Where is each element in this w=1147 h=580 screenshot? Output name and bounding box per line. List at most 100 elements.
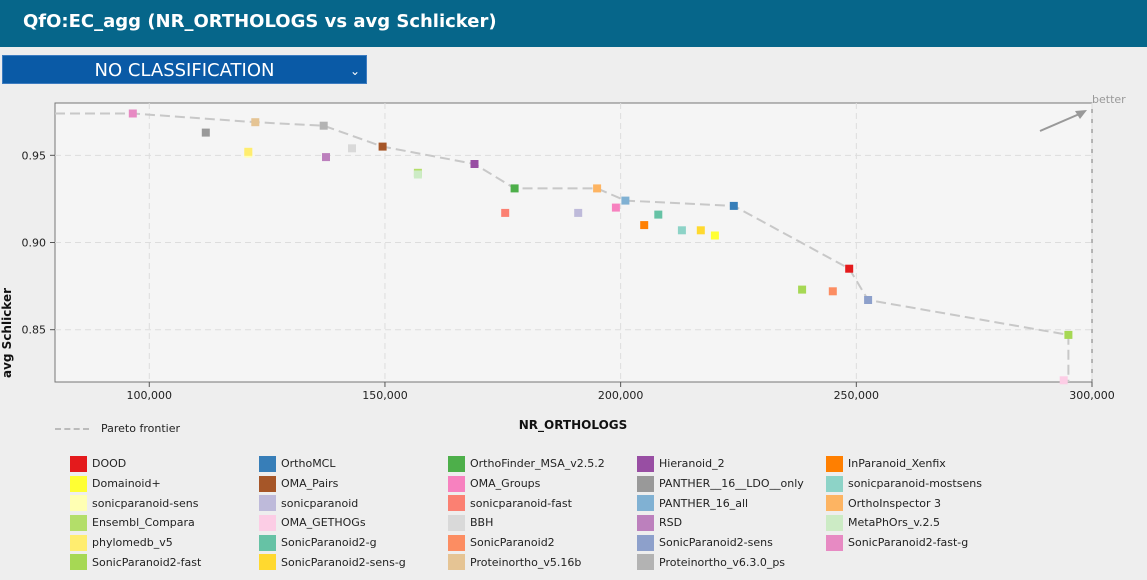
y-axis-title: avg Schlicker: [0, 288, 14, 378]
data-point[interactable]: [621, 196, 630, 205]
x-tick-label: 250,000: [834, 389, 880, 402]
legend-item[interactable]: RSD: [637, 513, 826, 533]
legend-item[interactable]: BBH: [448, 513, 637, 533]
legend-item[interactable]: sonicparanoid-fast: [448, 493, 637, 513]
legend-swatch: [259, 475, 276, 492]
legend-item[interactable]: sonicparanoid: [259, 493, 448, 513]
classification-dropdown[interactable]: NO CLASSIFICATION ⌄: [2, 55, 367, 84]
legend-swatch: [637, 534, 654, 551]
legend-item[interactable]: OrthoFinder_MSA_v2.5.2: [448, 454, 637, 474]
legend-swatch: [70, 534, 87, 551]
data-point[interactable]: [828, 287, 837, 296]
x-tick-label: 100,000: [127, 389, 173, 402]
legend-item[interactable]: DOOD: [70, 454, 259, 474]
data-point[interactable]: [574, 208, 583, 217]
legend-item[interactable]: sonicparanoid-sens: [70, 493, 259, 513]
legend-item[interactable]: OrthoInspector 3: [826, 493, 1015, 513]
legend-label: PANTHER_16_all: [659, 496, 749, 510]
legend-item[interactable]: SonicParanoid2-fast-g: [826, 533, 1015, 553]
data-point[interactable]: [864, 296, 873, 304]
data-point[interactable]: [322, 153, 330, 162]
data-point[interactable]: [348, 144, 356, 153]
legend-item[interactable]: OrthoMCL: [259, 454, 448, 474]
legend-item[interactable]: SonicParanoid2-fast: [70, 552, 259, 572]
legend-swatch: [259, 455, 276, 472]
legend-item[interactable]: MetaPhOrs_v.2.5: [826, 513, 1015, 533]
legend-item[interactable]: SonicParanoid2-sens: [637, 533, 826, 553]
pareto-legend-label: Pareto frontier: [101, 422, 180, 435]
legend-item[interactable]: Domainoid+: [70, 474, 259, 494]
legend-label: SonicParanoid2-fast-g: [848, 536, 969, 550]
legend-label: PANTHER__16__LDO__only: [659, 477, 804, 491]
better-label: better: [1092, 93, 1126, 106]
legend-label: OMA_Groups: [470, 477, 541, 491]
data-point[interactable]: [611, 203, 620, 212]
legend-item[interactable]: InParanoid_Xenfix: [826, 454, 1015, 474]
legend-label: sonicparanoid-sens: [92, 496, 199, 510]
legend-item[interactable]: Proteinortho_v5.16b: [448, 552, 637, 572]
page-title: QfO:EC_agg (NR_ORTHOLOGS vs avg Schlicke…: [0, 0, 1147, 47]
legend-label: DOOD: [92, 457, 127, 471]
data-point[interactable]: [710, 231, 719, 240]
legend-label: MetaPhOrs_v.2.5: [848, 516, 940, 530]
legend-item[interactable]: sonicparanoid-mostsens: [826, 474, 1015, 494]
data-point[interactable]: [378, 142, 387, 151]
data-point[interactable]: [244, 147, 253, 156]
legend-swatch: [70, 514, 87, 531]
legend-item[interactable]: PANTHER_16_all: [637, 493, 826, 513]
legend-item[interactable]: Proteinortho_v6.3.0_ps: [637, 552, 826, 572]
data-point[interactable]: [1064, 330, 1073, 339]
legend-swatch: [637, 514, 654, 531]
legend-label: SonicParanoid2: [470, 536, 555, 550]
y-tick-label: 0.90: [22, 237, 47, 250]
legend-swatch: [826, 455, 843, 472]
legend-swatch: [448, 514, 465, 531]
data-point[interactable]: [1059, 376, 1068, 385]
legend-swatch: [826, 475, 843, 492]
legend-swatch: [70, 495, 87, 512]
legend-item[interactable]: phylomedb_v5: [70, 533, 259, 553]
legend-swatch: [448, 534, 465, 551]
data-point[interactable]: [593, 184, 602, 193]
pareto-legend-dash: [55, 427, 89, 430]
legend-item[interactable]: Ensembl_Compara: [70, 513, 259, 533]
data-point[interactable]: [251, 118, 260, 127]
legend-label: sonicparanoid-mostsens: [848, 477, 982, 491]
chevron-down-icon: ⌄: [349, 64, 360, 78]
x-tick-label: 200,000: [598, 389, 644, 402]
legend-item[interactable]: OMA_GETHOGs: [259, 513, 448, 533]
data-point[interactable]: [470, 160, 479, 168]
pareto-frontier-line: [55, 112, 1070, 382]
pareto-legend: Pareto frontier: [55, 422, 180, 435]
data-point[interactable]: [798, 285, 807, 294]
data-point[interactable]: [845, 264, 854, 273]
legend-label: sonicparanoid-fast: [470, 496, 572, 510]
data-point[interactable]: [654, 210, 663, 219]
y-tick-label: 0.85: [22, 324, 47, 337]
data-point[interactable]: [677, 226, 686, 235]
data-point[interactable]: [201, 128, 210, 137]
classification-dropdown-label: NO CLASSIFICATION: [94, 60, 275, 81]
data-point[interactable]: [696, 226, 705, 235]
legend-item[interactable]: OMA_Groups: [448, 474, 637, 494]
legend-item[interactable]: OMA_Pairs: [259, 474, 448, 494]
legend-label: Domainoid+: [92, 477, 161, 491]
legend-swatch: [448, 455, 465, 472]
data-point[interactable]: [729, 201, 738, 210]
data-point[interactable]: [501, 208, 510, 217]
legend-label: OMA_GETHOGs: [281, 516, 366, 530]
legend-item[interactable]: SonicParanoid2: [448, 533, 637, 553]
legend-item[interactable]: Hieranoid_2: [637, 454, 826, 474]
x-axis-title: NR_ORTHOLOGS: [519, 418, 628, 433]
data-point[interactable]: [128, 109, 137, 118]
legend-label: RSD: [659, 516, 683, 530]
legend-swatch: [70, 554, 87, 571]
legend-item[interactable]: PANTHER__16__LDO__only: [637, 474, 826, 494]
data-point[interactable]: [319, 121, 328, 130]
data-point[interactable]: [640, 221, 649, 230]
legend-swatch: [448, 475, 465, 492]
legend-item[interactable]: SonicParanoid2-sens-g: [259, 552, 448, 572]
data-point[interactable]: [413, 170, 422, 179]
legend-item[interactable]: SonicParanoid2-g: [259, 533, 448, 553]
data-point[interactable]: [510, 184, 519, 193]
